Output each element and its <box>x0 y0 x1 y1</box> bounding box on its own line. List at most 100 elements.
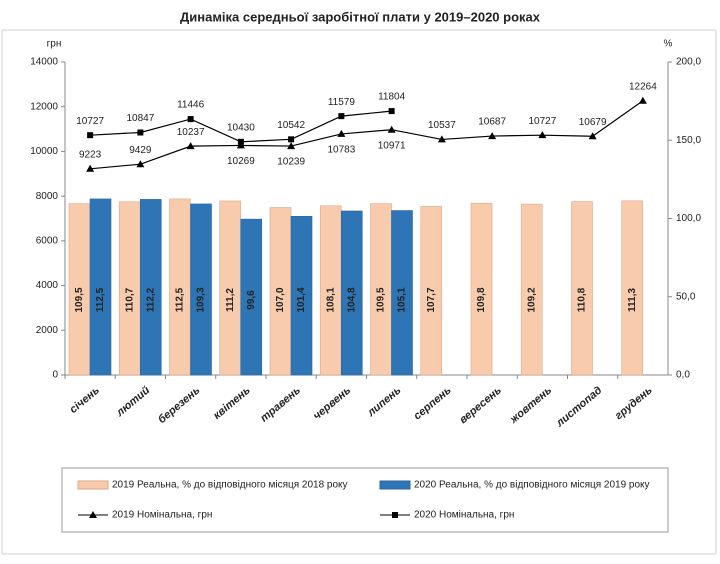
line-marker <box>387 125 396 133</box>
bar-value-label: 109,5 <box>74 287 85 312</box>
bar-value-label: 112,2 <box>145 287 156 312</box>
line-value-label: 9429 <box>129 145 152 156</box>
bar-value-label: 107,7 <box>426 287 437 312</box>
line-value-label: 10679 <box>579 117 607 128</box>
line-value-label: 10537 <box>428 120 456 131</box>
bar-value-label: 111,3 <box>627 288 638 312</box>
bar <box>391 210 413 376</box>
bar-value-label: 99,6 <box>246 290 257 310</box>
x-tick-label: жовтень <box>507 384 554 426</box>
line-value-label: 9223 <box>79 149 102 160</box>
line-marker <box>638 96 647 104</box>
line-marker <box>237 138 244 145</box>
y-axis-label: грн <box>47 39 62 50</box>
x-tick-label: лютий <box>113 384 152 419</box>
line-value-label: 10542 <box>277 120 305 131</box>
line-value-label: 11446 <box>177 100 205 111</box>
y-tick-label: 2000 <box>36 325 59 336</box>
line-value-label: 12264 <box>629 81 657 92</box>
y2-tick-label: 200,0 <box>676 57 701 68</box>
line <box>90 100 644 170</box>
line-value-label: 10239 <box>277 157 305 168</box>
bar <box>169 198 191 376</box>
bar <box>470 202 493 376</box>
line-marker <box>288 136 295 143</box>
bar <box>621 200 644 376</box>
bar <box>240 218 263 376</box>
line-value-label: 10727 <box>76 116 104 127</box>
line-marker <box>87 132 94 139</box>
legend-marker <box>392 512 398 518</box>
bar <box>219 200 242 376</box>
line-marker <box>137 129 144 136</box>
legend-swatch <box>77 480 109 490</box>
line-value-label: 10847 <box>126 113 154 124</box>
bar <box>139 199 162 376</box>
bar-value-label: 110,8 <box>577 287 588 312</box>
line-value-label: 10971 <box>378 140 406 151</box>
line-marker <box>86 164 95 172</box>
line-marker <box>236 141 245 149</box>
y-tick-label: 10000 <box>30 146 58 157</box>
bar-value-label: 101,4 <box>296 287 307 312</box>
chart-border <box>1 29 717 555</box>
bar-value-label: 109,8 <box>476 287 487 312</box>
y2-tick-label: 0,0 <box>676 370 690 381</box>
line-value-label: 10727 <box>528 116 556 127</box>
bar <box>190 203 212 376</box>
bar-value-label: 105,1 <box>397 287 408 312</box>
y2-tick-label: 150,0 <box>676 135 701 146</box>
bar <box>520 203 543 376</box>
bar <box>571 201 593 376</box>
bar-value-label: 111,2 <box>225 288 236 312</box>
legend-box <box>61 467 669 533</box>
line-marker <box>388 108 395 115</box>
line-value-label: 10687 <box>478 117 506 128</box>
line-marker <box>337 129 346 137</box>
bar-value-label: 109,3 <box>196 287 207 312</box>
bar-value-label: 109,5 <box>376 287 387 312</box>
line-marker <box>187 116 194 123</box>
chart-title: Динаміка середньої заробітної плати у 20… <box>180 9 541 24</box>
x-tick-label: березень <box>156 384 202 426</box>
bar-value-label: 104,8 <box>346 287 357 312</box>
line-marker <box>287 142 296 150</box>
bar <box>420 206 443 376</box>
legend-swatch <box>379 480 411 490</box>
bar-value-label: 108,1 <box>325 287 336 312</box>
line-value-label: 10269 <box>227 156 255 167</box>
x-tick-label: квітень <box>211 384 253 422</box>
line-value-label: 10430 <box>227 122 255 133</box>
bar <box>89 198 112 376</box>
line-marker <box>186 142 195 150</box>
x-tick-label: червень <box>311 384 353 422</box>
bar <box>290 216 313 376</box>
y-tick-label: 6000 <box>36 235 59 246</box>
x-tick-label: грудень <box>613 384 655 422</box>
x-tick-label: серпень <box>412 384 454 422</box>
bar-value-label: 112,5 <box>175 287 186 312</box>
y-tick-label: 0 <box>52 370 58 381</box>
line-value-label: 10237 <box>177 127 205 138</box>
bar-value-label: 112,5 <box>95 287 106 312</box>
bar-value-label: 109,2 <box>526 287 537 312</box>
legend-label: 2019 Номінальна, грн <box>112 510 212 521</box>
line-marker <box>136 160 145 168</box>
y-tick-label: 8000 <box>36 191 59 202</box>
line-marker <box>338 113 345 120</box>
legend-marker <box>89 511 97 518</box>
y-tick-label: 4000 <box>36 280 59 291</box>
bar <box>340 210 363 376</box>
x-tick-label: січень <box>67 384 101 416</box>
line-value-label: 10783 <box>327 145 355 156</box>
x-tick-label: вересень <box>457 384 504 426</box>
legend-label: 2020 Реальна, % до відповідного місяця 2… <box>414 480 650 491</box>
legend-label: 2019 Реальна, % до відповідного місяця 2… <box>112 480 348 491</box>
line-marker <box>437 135 446 143</box>
y2-tick-label: 100,0 <box>676 213 701 224</box>
y-tick-label: 12000 <box>30 101 58 112</box>
line-value-label: 11579 <box>328 97 356 108</box>
y2-axis-label: % <box>664 39 673 50</box>
y2-tick-label: 50,0 <box>676 291 696 302</box>
